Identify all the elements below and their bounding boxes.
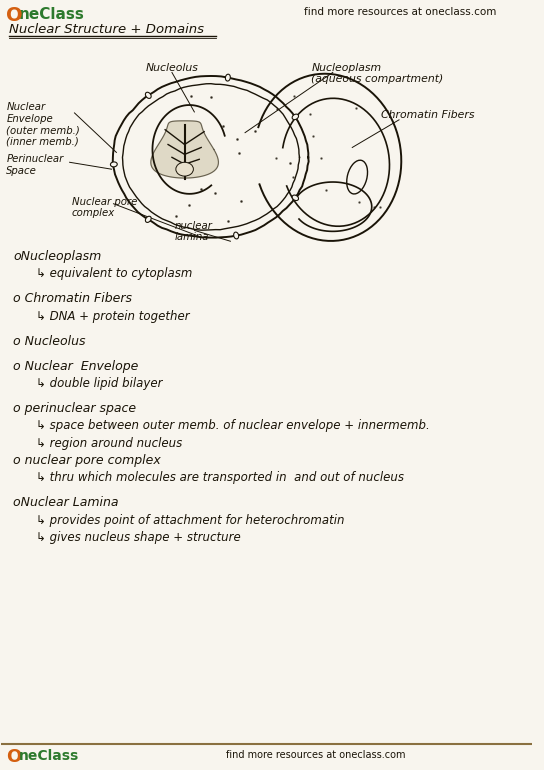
Text: ↳ gives nucleus shape + structure: ↳ gives nucleus shape + structure [35, 531, 240, 544]
Ellipse shape [145, 216, 151, 223]
Text: O: O [7, 748, 22, 765]
Text: Nuclear pore
complex: Nuclear pore complex [72, 197, 137, 219]
Text: oNuclear Lamina: oNuclear Lamina [13, 496, 119, 509]
Text: O: O [7, 6, 23, 25]
Text: ↳ region around nucleus: ↳ region around nucleus [35, 437, 182, 450]
Text: o perinuclear space: o perinuclear space [13, 402, 136, 415]
Text: o Nucleolus: o Nucleolus [13, 335, 85, 348]
Text: Nuclear
Envelope
(outer memb.)
(inner memb.): Nuclear Envelope (outer memb.) (inner me… [7, 102, 80, 147]
Text: ↳ DNA + protein together: ↳ DNA + protein together [35, 310, 189, 323]
Text: find more resources at oneclass.com: find more resources at oneclass.com [304, 7, 496, 17]
Text: ↳ space between outer memb. of nuclear envelope + innermemb.: ↳ space between outer memb. of nuclear e… [35, 420, 429, 433]
Text: nuclear
lamina: nuclear lamina [175, 220, 213, 242]
Text: Nucleolus: Nucleolus [146, 62, 199, 72]
Ellipse shape [110, 162, 118, 167]
Text: ↳ double lipid bilayer: ↳ double lipid bilayer [35, 377, 162, 390]
Text: neClass: neClass [19, 7, 85, 22]
Text: o Chromatin Fibers: o Chromatin Fibers [13, 293, 132, 306]
Polygon shape [151, 121, 219, 178]
Ellipse shape [225, 74, 230, 81]
Text: ↳ thru which molecules are transported in  and out of nucleus: ↳ thru which molecules are transported i… [35, 471, 404, 484]
Text: ↳ equivalent to cytoplasm: ↳ equivalent to cytoplasm [35, 267, 192, 280]
Text: Nucleoplasm
(aqueous compartment): Nucleoplasm (aqueous compartment) [311, 62, 443, 84]
Text: Chromatin Fibers: Chromatin Fibers [381, 110, 475, 120]
Text: Nuclear Structure + Domains: Nuclear Structure + Domains [9, 23, 204, 36]
Ellipse shape [292, 195, 299, 200]
Ellipse shape [233, 232, 239, 239]
Text: oNucleoplasm: oNucleoplasm [13, 250, 101, 263]
Text: Perinuclear
Space: Perinuclear Space [7, 154, 64, 176]
Ellipse shape [145, 92, 151, 99]
Ellipse shape [176, 162, 193, 176]
Text: ↳ provides point of attachment for heterochromatin: ↳ provides point of attachment for heter… [35, 514, 344, 527]
Text: find more resources at oneclass.com: find more resources at oneclass.com [226, 749, 405, 759]
Text: neClass: neClass [19, 748, 79, 762]
Ellipse shape [292, 114, 299, 119]
Text: o nuclear pore complex: o nuclear pore complex [13, 454, 161, 467]
Text: o Nuclear  Envelope: o Nuclear Envelope [13, 360, 139, 373]
